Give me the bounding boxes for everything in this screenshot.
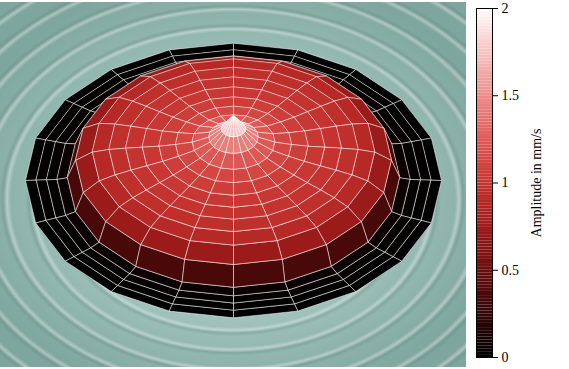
svg-text:2: 2 xyxy=(502,1,509,16)
svg-text:1.5: 1.5 xyxy=(502,88,520,103)
svg-text:1: 1 xyxy=(502,175,509,190)
svg-text:0.5: 0.5 xyxy=(502,263,520,278)
svg-text:Amplitude in mm/s: Amplitude in mm/s xyxy=(529,129,544,238)
svg-text:0: 0 xyxy=(502,350,509,365)
